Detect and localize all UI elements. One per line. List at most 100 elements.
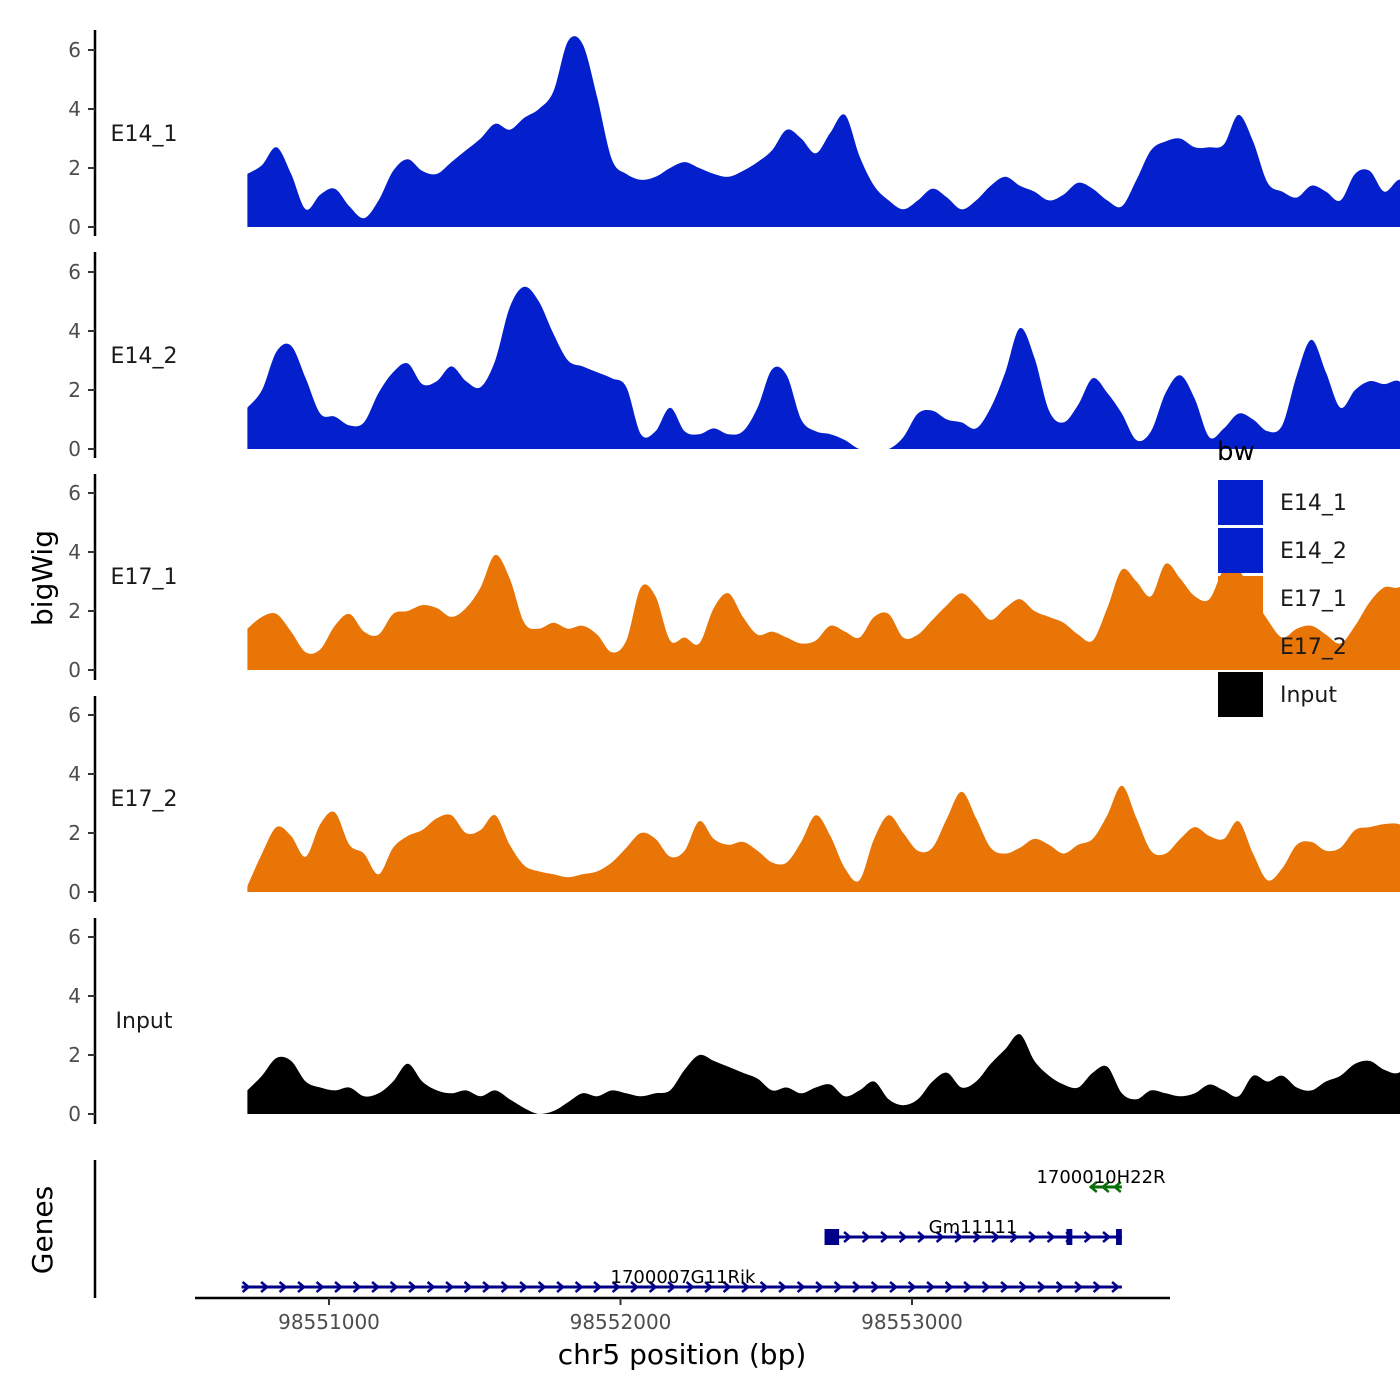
strand-arrow xyxy=(722,1281,732,1293)
coverage-area-E14_2 xyxy=(247,286,1400,449)
gene-1: Gm11111 xyxy=(824,1217,1122,1245)
track-label: E17_2 xyxy=(111,787,178,812)
y-tick-label: 6 xyxy=(68,38,81,62)
legend-swatch xyxy=(1218,624,1263,669)
coverage-area-Input xyxy=(247,1034,1400,1114)
genes-track-title: Genes xyxy=(26,1186,59,1274)
strand-arrow xyxy=(593,1281,603,1293)
x-axis-title: chr5 position (bp) xyxy=(558,1338,807,1371)
strand-arrow xyxy=(241,1281,251,1293)
track-Input: 0 2 4 6 Input xyxy=(68,918,1400,1126)
x-tick-label: 98551000 xyxy=(278,1310,380,1334)
tracks-layer: 0 2 4 6 E14_1 0 2 4 6 E14_2 0 2 4 6 E17_1 0 2 4 6 E17_2 0 2 4 6… xyxy=(68,30,1400,1126)
y-tick-label: 6 xyxy=(68,260,81,284)
strand-arrow xyxy=(389,1281,399,1293)
x-tick-label: 98553000 xyxy=(861,1310,963,1334)
strand-arrow xyxy=(371,1281,381,1293)
strand-arrow xyxy=(1028,1231,1038,1243)
genes-layer: 1700010H22R Gm11111 1700007G11Rik xyxy=(93,1160,1166,1298)
strand-arrow xyxy=(685,1281,695,1293)
track-E14_1: 0 2 4 6 E14_1 xyxy=(68,30,1400,239)
y-tick-label: 2 xyxy=(68,821,81,845)
coverage-area-E17_2 xyxy=(247,785,1400,892)
strand-arrow xyxy=(445,1281,455,1293)
strand-arrow xyxy=(1092,1281,1102,1293)
y-tick-label: 0 xyxy=(68,880,81,904)
legend-swatch xyxy=(1218,576,1263,621)
track-E14_2: 0 2 4 6 E14_2 xyxy=(68,252,1400,461)
strand-arrow xyxy=(1112,1181,1122,1193)
strand-arrow xyxy=(630,1281,640,1293)
strand-arrow xyxy=(917,1231,927,1243)
strand-arrow xyxy=(1100,1181,1110,1193)
track-label: E14_1 xyxy=(111,122,178,147)
strand-arrow xyxy=(278,1281,288,1293)
strand-arrow xyxy=(537,1281,547,1293)
strand-arrow xyxy=(861,1231,871,1243)
strand-arrow xyxy=(1088,1181,1098,1193)
strand-arrow xyxy=(852,1281,862,1293)
strand-arrow xyxy=(972,1231,982,1243)
legend: bw E14_1 E14_2 E17_1 E17_2 Input xyxy=(1217,437,1347,717)
track-label: E14_2 xyxy=(111,344,178,369)
strand-arrow xyxy=(870,1281,880,1293)
y-tick-label: 0 xyxy=(68,658,81,682)
track-E17_2: 0 2 4 6 E17_2 xyxy=(68,696,1400,904)
strand-arrow xyxy=(1018,1281,1028,1293)
strand-arrow xyxy=(759,1281,769,1293)
strand-arrow xyxy=(991,1231,1001,1243)
strand-arrow xyxy=(1046,1231,1056,1243)
y-tick-label: 4 xyxy=(68,762,81,786)
strand-arrow xyxy=(408,1281,418,1293)
strand-arrow xyxy=(1111,1281,1121,1293)
strand-arrow xyxy=(741,1281,751,1293)
strand-arrow xyxy=(907,1281,917,1293)
strand-arrow xyxy=(574,1281,584,1293)
y-tick-label: 4 xyxy=(68,540,81,564)
x-tick-label: 98552000 xyxy=(570,1310,672,1334)
strand-arrow xyxy=(315,1281,325,1293)
strand-arrow xyxy=(843,1231,853,1243)
strand-arrow xyxy=(704,1281,714,1293)
strand-arrow xyxy=(1000,1281,1010,1293)
y-tick-label: 6 xyxy=(68,925,81,949)
y-tick-label: 0 xyxy=(68,215,81,239)
strand-arrow xyxy=(796,1281,806,1293)
y-tick-label: 4 xyxy=(68,984,81,1008)
y-tick-label: 6 xyxy=(68,703,81,727)
strand-arrow xyxy=(1083,1231,1093,1243)
strand-arrow xyxy=(898,1231,908,1243)
strand-arrow xyxy=(1009,1231,1019,1243)
y-tick-label: 4 xyxy=(68,319,81,343)
y-tick-label: 2 xyxy=(68,378,81,402)
exon xyxy=(824,1229,840,1245)
y-tick-label: 0 xyxy=(68,437,81,461)
legend-swatch xyxy=(1218,528,1263,573)
strand-arrow xyxy=(1102,1231,1112,1243)
y-tick-label: 2 xyxy=(68,156,81,180)
strand-arrow xyxy=(611,1281,621,1293)
strand-arrow xyxy=(500,1281,510,1293)
gene-label: Gm11111 xyxy=(929,1217,1018,1238)
gene-0: 1700010H22R xyxy=(1036,1167,1166,1193)
y-tick-label: 4 xyxy=(68,97,81,121)
strand-arrow xyxy=(297,1281,307,1293)
legend-label: E17_1 xyxy=(1280,587,1347,612)
gene-label: 1700007G11Rik xyxy=(611,1267,757,1288)
exon xyxy=(1066,1229,1073,1245)
strand-arrow xyxy=(648,1281,658,1293)
exon xyxy=(1116,1229,1122,1245)
strand-arrow xyxy=(926,1281,936,1293)
strand-arrow xyxy=(482,1281,492,1293)
strand-arrow xyxy=(963,1281,973,1293)
legend-label: E14_1 xyxy=(1280,491,1347,516)
gene-2: 1700007G11Rik xyxy=(241,1267,1122,1293)
legend-label: E17_2 xyxy=(1280,635,1347,660)
strand-arrow xyxy=(944,1281,954,1293)
y-tick-label: 6 xyxy=(68,481,81,505)
strand-arrow xyxy=(334,1281,344,1293)
track-label: Input xyxy=(116,1009,173,1034)
strand-arrow xyxy=(667,1281,677,1293)
strand-arrow xyxy=(778,1281,788,1293)
